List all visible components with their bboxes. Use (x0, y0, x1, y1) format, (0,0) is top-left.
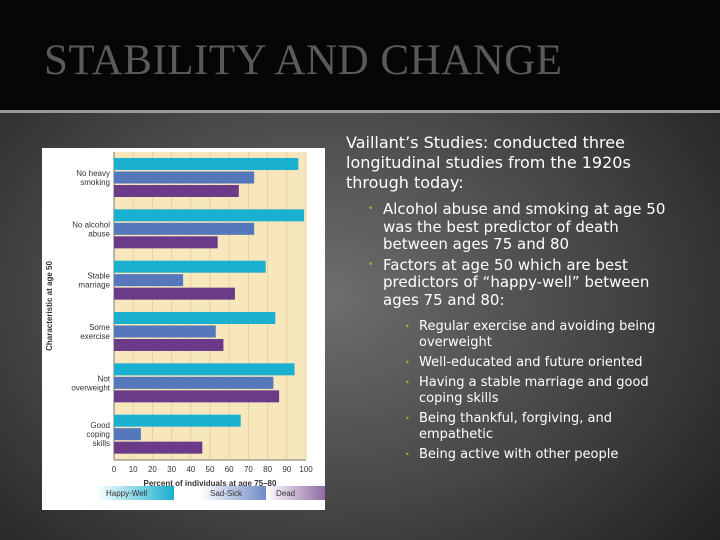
bullet-icon: • (368, 259, 374, 270)
x-tick-label: 10 (129, 465, 138, 474)
bullet-text: Alcohol abuse and smoking at age 50 was … (383, 200, 666, 253)
x-tick-label: 90 (282, 465, 291, 474)
category-label: No heavy smoking (76, 169, 110, 187)
bar (114, 185, 239, 197)
y-axis-label: Characteristic at age 50 (45, 261, 54, 351)
bar (114, 339, 224, 351)
bullet-list: • Alcohol abuse and smoking at age 50 was… (368, 200, 676, 464)
x-tick-label: 80 (263, 465, 272, 474)
bullet-icon: • (405, 358, 410, 367)
sub-bullet-item: • Well-educated and future oriented (405, 355, 676, 371)
bullet-icon: • (405, 322, 410, 331)
bar (114, 236, 218, 249)
sub-bullet-text: Having a stable marriage and good coping… (419, 375, 649, 406)
x-tick-label: 50 (206, 465, 215, 474)
bar (114, 312, 276, 324)
bar (114, 274, 184, 287)
bullet-icon: • (405, 450, 410, 459)
bar (114, 209, 305, 222)
sub-bullet-text: Being active with other people (419, 447, 619, 462)
chart-panel: 0 10 20 30 40 50 60 70 80 90 100 No heavy smoking No … (42, 148, 325, 510)
bar (114, 441, 203, 454)
sub-bullet-text: Regular exercise and avoiding being over… (419, 319, 656, 350)
bullet-item: • Factors at age 50 which are best predic… (368, 255, 676, 464)
title-divider (0, 110, 720, 113)
sub-bullet-list: • Regular exercise and avoiding being ove… (405, 319, 676, 463)
slide-title: STABILITY AND CHANGE (44, 37, 563, 84)
legend-label: Sad-Sick (210, 489, 243, 498)
x-tick-label: 100 (299, 465, 313, 474)
bar (114, 287, 235, 300)
sub-bullet-text: Being thankful, forgiving, and empatheti… (419, 411, 612, 442)
category-label: Stable marriage (78, 272, 110, 290)
x-tick-label: 60 (225, 465, 234, 474)
bar (114, 390, 280, 403)
bar (114, 171, 255, 184)
category-label: No alcohol abuse (72, 220, 110, 238)
bar (114, 325, 216, 338)
legend-swatch (96, 486, 174, 500)
x-tick-label: 70 (244, 465, 253, 474)
bar (114, 260, 266, 273)
bar-chart: 0 10 20 30 40 50 60 70 80 90 100 No heavy smoking No … (45, 152, 325, 500)
x-tick-label: 30 (167, 465, 176, 474)
sub-bullet-text: Well-educated and future oriented (419, 355, 643, 370)
bar (114, 376, 274, 389)
text-area: Vaillant’s Studies: conducted three long… (346, 133, 676, 467)
bullet-item: • Alcohol abuse and smoking at age 50 was… (368, 200, 676, 254)
bar (114, 363, 295, 376)
bar (114, 222, 255, 235)
x-tick-label: 20 (148, 465, 157, 474)
sub-bullet-item: • Being thankful, forgiving, and empathet… (405, 411, 676, 443)
category-label: Good coping skills (86, 421, 110, 448)
sub-bullet-item: • Regular exercise and avoiding being ove… (405, 319, 676, 351)
sub-bullet-item: • Being active with other people (405, 447, 676, 463)
sub-bullet-item: • Having a stable marriage and good copin… (405, 375, 676, 407)
bar (114, 158, 299, 170)
bullet-icon: • (405, 378, 410, 387)
x-tick-label: 40 (186, 465, 195, 474)
legend-swatch (266, 486, 325, 500)
bar (114, 414, 241, 427)
legend-label: Happy-Well (106, 489, 147, 498)
bullet-icon: • (368, 204, 374, 214)
x-tick-label: 0 (112, 465, 117, 474)
category-label: Not overweight (71, 374, 110, 392)
legend-label: Dead (276, 489, 295, 498)
intro-text: Vaillant’s Studies: conducted three long… (346, 133, 631, 192)
category-label: Some exercise (80, 323, 110, 341)
bar (114, 428, 141, 441)
legend-swatch (200, 486, 278, 500)
bullet-icon: • (405, 414, 410, 423)
x-axis-label: Percent of individuals at age 75–80 (144, 479, 277, 488)
title-bar (0, 0, 720, 112)
bullet-text: Factors at age 50 which are best predict… (383, 255, 650, 309)
